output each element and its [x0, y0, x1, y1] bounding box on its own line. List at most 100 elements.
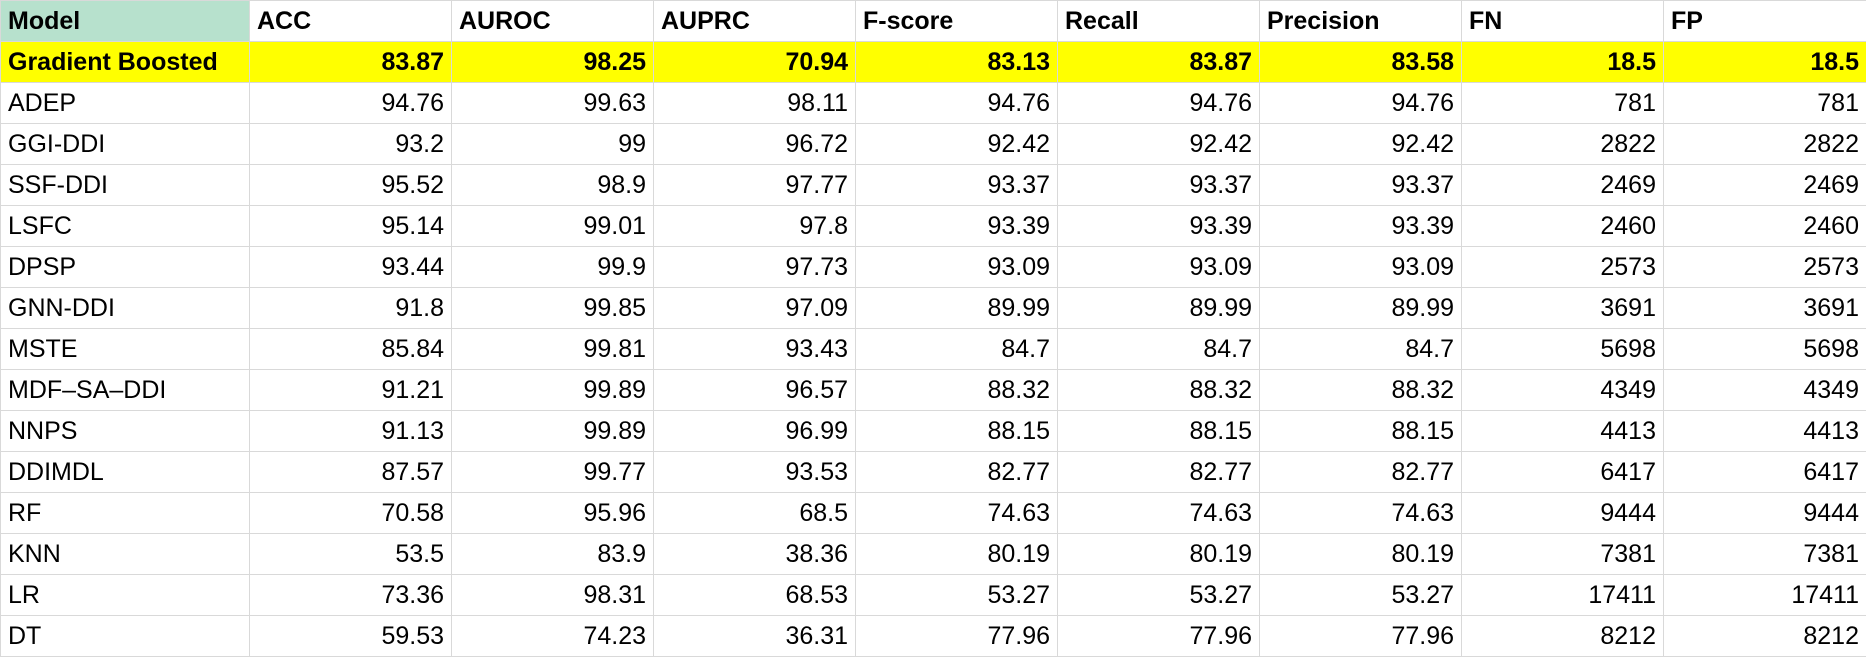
cell-auroc[interactable]: 99.63: [451, 82, 654, 124]
cell-acc[interactable]: 87.57: [249, 451, 452, 493]
cell-auroc[interactable]: 95.96: [451, 492, 654, 534]
cell-fp[interactable]: 17411: [1663, 574, 1866, 616]
header-cell-auprc[interactable]: AUPRC: [653, 0, 856, 42]
cell-precision[interactable]: 93.37: [1259, 164, 1462, 206]
cell-precision[interactable]: 88.32: [1259, 369, 1462, 411]
cell-precision[interactable]: 83.58: [1259, 41, 1462, 83]
cell-acc[interactable]: 83.87: [249, 41, 452, 83]
header-cell-f-score[interactable]: F-score: [855, 0, 1058, 42]
cell-fn[interactable]: 5698: [1461, 328, 1664, 370]
cell-recall[interactable]: 53.27: [1057, 574, 1260, 616]
cell-auroc[interactable]: 83.9: [451, 533, 654, 575]
cell-recall[interactable]: 84.7: [1057, 328, 1260, 370]
cell-auprc[interactable]: 96.57: [653, 369, 856, 411]
cell-model[interactable]: MDF–SA–DDI: [0, 369, 250, 411]
cell-acc[interactable]: 93.2: [249, 123, 452, 165]
cell-fn[interactable]: 3691: [1461, 287, 1664, 329]
cell-fn[interactable]: 8212: [1461, 615, 1664, 657]
cell-model[interactable]: DDIMDL: [0, 451, 250, 493]
cell-acc[interactable]: 95.14: [249, 205, 452, 247]
cell-recall[interactable]: 92.42: [1057, 123, 1260, 165]
cell-auroc[interactable]: 99.89: [451, 410, 654, 452]
cell-auprc[interactable]: 68.53: [653, 574, 856, 616]
cell-precision[interactable]: 94.76: [1259, 82, 1462, 124]
cell-recall[interactable]: 82.77: [1057, 451, 1260, 493]
cell-model[interactable]: DT: [0, 615, 250, 657]
cell-acc[interactable]: 73.36: [249, 574, 452, 616]
cell-auroc[interactable]: 99.85: [451, 287, 654, 329]
cell-recall[interactable]: 74.63: [1057, 492, 1260, 534]
header-cell-model[interactable]: Model: [0, 0, 250, 42]
cell-model[interactable]: MSTE: [0, 328, 250, 370]
cell-f-score[interactable]: 82.77: [855, 451, 1058, 493]
cell-precision[interactable]: 93.09: [1259, 246, 1462, 288]
cell-recall[interactable]: 89.99: [1057, 287, 1260, 329]
cell-auprc[interactable]: 97.09: [653, 287, 856, 329]
cell-f-score[interactable]: 80.19: [855, 533, 1058, 575]
cell-fn[interactable]: 7381: [1461, 533, 1664, 575]
cell-model[interactable]: ADEP: [0, 82, 250, 124]
cell-fn[interactable]: 2822: [1461, 123, 1664, 165]
cell-auroc[interactable]: 98.9: [451, 164, 654, 206]
cell-acc[interactable]: 94.76: [249, 82, 452, 124]
cell-f-score[interactable]: 74.63: [855, 492, 1058, 534]
cell-auprc[interactable]: 97.73: [653, 246, 856, 288]
cell-f-score[interactable]: 93.09: [855, 246, 1058, 288]
cell-f-score[interactable]: 93.39: [855, 205, 1058, 247]
cell-auprc[interactable]: 70.94: [653, 41, 856, 83]
cell-f-score[interactable]: 53.27: [855, 574, 1058, 616]
cell-precision[interactable]: 88.15: [1259, 410, 1462, 452]
cell-auroc[interactable]: 99.89: [451, 369, 654, 411]
cell-model[interactable]: LR: [0, 574, 250, 616]
cell-auroc[interactable]: 99.9: [451, 246, 654, 288]
cell-auroc[interactable]: 99.77: [451, 451, 654, 493]
cell-f-score[interactable]: 89.99: [855, 287, 1058, 329]
cell-f-score[interactable]: 84.7: [855, 328, 1058, 370]
cell-auroc[interactable]: 99: [451, 123, 654, 165]
cell-auroc[interactable]: 99.01: [451, 205, 654, 247]
cell-acc[interactable]: 91.21: [249, 369, 452, 411]
cell-acc[interactable]: 53.5: [249, 533, 452, 575]
cell-fp[interactable]: 3691: [1663, 287, 1866, 329]
header-cell-acc[interactable]: ACC: [249, 0, 452, 42]
cell-fn[interactable]: 18.5: [1461, 41, 1664, 83]
cell-fp[interactable]: 781: [1663, 82, 1866, 124]
cell-recall[interactable]: 93.09: [1057, 246, 1260, 288]
cell-fp[interactable]: 6417: [1663, 451, 1866, 493]
cell-model[interactable]: KNN: [0, 533, 250, 575]
cell-f-score[interactable]: 94.76: [855, 82, 1058, 124]
cell-fn[interactable]: 6417: [1461, 451, 1664, 493]
header-cell-fp[interactable]: FP: [1663, 0, 1866, 42]
cell-auroc[interactable]: 98.25: [451, 41, 654, 83]
cell-f-score[interactable]: 77.96: [855, 615, 1058, 657]
cell-precision[interactable]: 77.96: [1259, 615, 1462, 657]
cell-fp[interactable]: 7381: [1663, 533, 1866, 575]
cell-model[interactable]: NNPS: [0, 410, 250, 452]
cell-fp[interactable]: 8212: [1663, 615, 1866, 657]
cell-model[interactable]: LSFC: [0, 205, 250, 247]
cell-acc[interactable]: 59.53: [249, 615, 452, 657]
cell-fp[interactable]: 2460: [1663, 205, 1866, 247]
cell-model[interactable]: SSF-DDI: [0, 164, 250, 206]
cell-auprc[interactable]: 36.31: [653, 615, 856, 657]
cell-recall[interactable]: 93.39: [1057, 205, 1260, 247]
cell-fn[interactable]: 4413: [1461, 410, 1664, 452]
cell-auprc[interactable]: 97.8: [653, 205, 856, 247]
cell-precision[interactable]: 93.39: [1259, 205, 1462, 247]
cell-fn[interactable]: 781: [1461, 82, 1664, 124]
header-cell-fn[interactable]: FN: [1461, 0, 1664, 42]
cell-auprc[interactable]: 68.5: [653, 492, 856, 534]
cell-recall[interactable]: 77.96: [1057, 615, 1260, 657]
cell-fp[interactable]: 4349: [1663, 369, 1866, 411]
cell-model[interactable]: Gradient Boosted: [0, 41, 250, 83]
cell-recall[interactable]: 83.87: [1057, 41, 1260, 83]
header-cell-auroc[interactable]: AUROC: [451, 0, 654, 42]
header-cell-precision[interactable]: Precision: [1259, 0, 1462, 42]
cell-model[interactable]: GGI-DDI: [0, 123, 250, 165]
cell-precision[interactable]: 89.99: [1259, 287, 1462, 329]
cell-precision[interactable]: 82.77: [1259, 451, 1462, 493]
cell-fn[interactable]: 9444: [1461, 492, 1664, 534]
cell-auprc[interactable]: 38.36: [653, 533, 856, 575]
cell-model[interactable]: GNN-DDI: [0, 287, 250, 329]
cell-fp[interactable]: 2469: [1663, 164, 1866, 206]
